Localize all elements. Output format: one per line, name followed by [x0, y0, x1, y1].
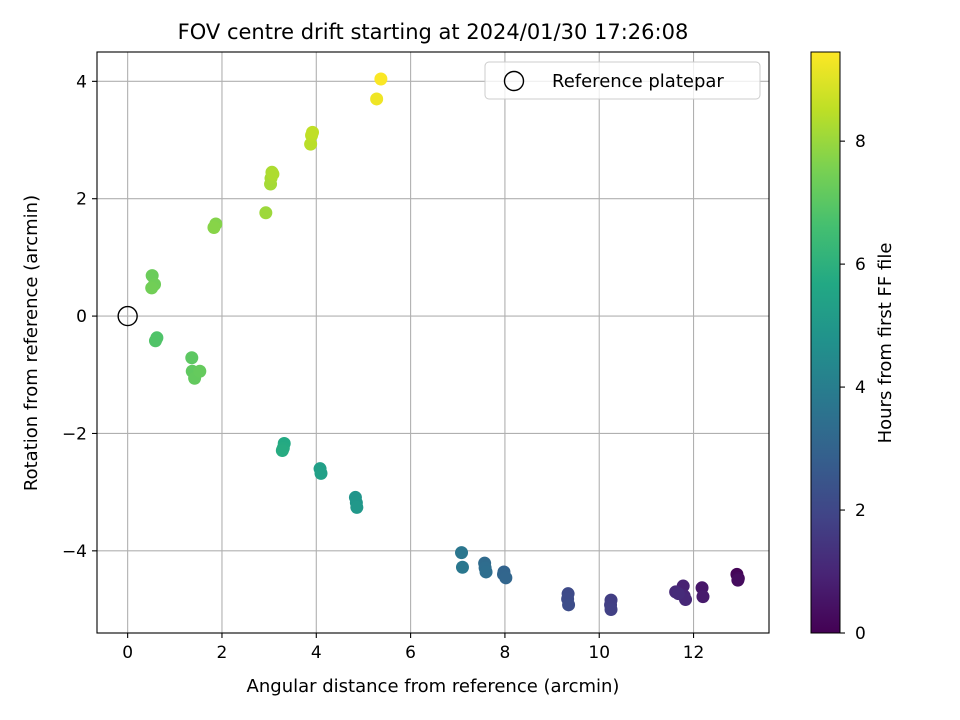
data-point: [145, 281, 159, 295]
data-point: [731, 573, 745, 587]
y-tick-label: 4: [76, 72, 87, 92]
data-point: [455, 546, 469, 560]
x-tick-label: 6: [405, 643, 416, 663]
data-point: [314, 466, 328, 480]
legend-box: [484, 61, 761, 100]
legend-marker: [503, 70, 525, 92]
data-point: [193, 364, 207, 378]
x-axis-ticks: 0 2 4 6 8 10 12: [122, 633, 704, 663]
data-point: [370, 92, 384, 106]
colorbar-tick-label: 8: [855, 132, 866, 152]
reference-point: [117, 305, 138, 327]
data-point: [696, 590, 710, 604]
data-point: [266, 167, 280, 181]
data-point: [148, 334, 162, 348]
colorbar-tick-label: 4: [855, 378, 866, 398]
x-tick-label: 12: [683, 643, 705, 663]
data-point: [374, 72, 388, 86]
y-tick-label: −2: [62, 424, 87, 444]
legend: Reference platepar: [484, 61, 761, 100]
x-tick-label: 2: [217, 643, 228, 663]
chart-title: FOV centre drift starting at 2024/01/30 …: [178, 20, 689, 44]
x-tick-label: 10: [588, 643, 610, 663]
data-point: [562, 598, 576, 612]
colorbar-ticks: 0 2 4 6 8: [840, 132, 866, 644]
colorbar-label: Hours from first FF file: [875, 243, 896, 444]
data-point: [671, 587, 685, 601]
data-point: [350, 500, 364, 514]
x-tick-label: 8: [500, 643, 511, 663]
plot-area: [97, 52, 769, 633]
scatter-points: [145, 72, 745, 617]
data-point: [479, 565, 493, 579]
data-point: [306, 125, 320, 139]
data-point: [455, 560, 469, 574]
grid-lines: [97, 52, 769, 633]
x-tick-label: 4: [311, 643, 322, 663]
legend-label: Reference platepar: [552, 71, 724, 92]
y-tick-label: 2: [76, 190, 87, 210]
data-point: [259, 206, 273, 220]
plot-frame: [96, 51, 770, 634]
y-tick-label: 0: [76, 307, 87, 327]
data-point: [604, 603, 618, 617]
data-point: [499, 571, 513, 585]
colorbar-tick-label: 6: [855, 255, 866, 275]
y-axis-ticks: −4 −2 0 2 4: [62, 72, 97, 562]
colorbar-tick-label: 0: [855, 624, 866, 644]
colorbar: 0 2 4 6 8 Hours from first FF file: [810, 51, 896, 644]
y-axis-label: Rotation from reference (arcmin): [21, 195, 42, 491]
colorbar-tick-label: 2: [855, 501, 866, 521]
y-tick-label: −4: [62, 542, 87, 562]
x-tick-label: 0: [122, 643, 133, 663]
colorbar-gradient: [810, 51, 841, 634]
data-point: [207, 220, 221, 234]
x-axis-label: Angular distance from reference (arcmin): [247, 676, 620, 697]
data-point: [185, 351, 199, 365]
data-point: [275, 443, 289, 457]
reference-marker: [117, 305, 138, 327]
